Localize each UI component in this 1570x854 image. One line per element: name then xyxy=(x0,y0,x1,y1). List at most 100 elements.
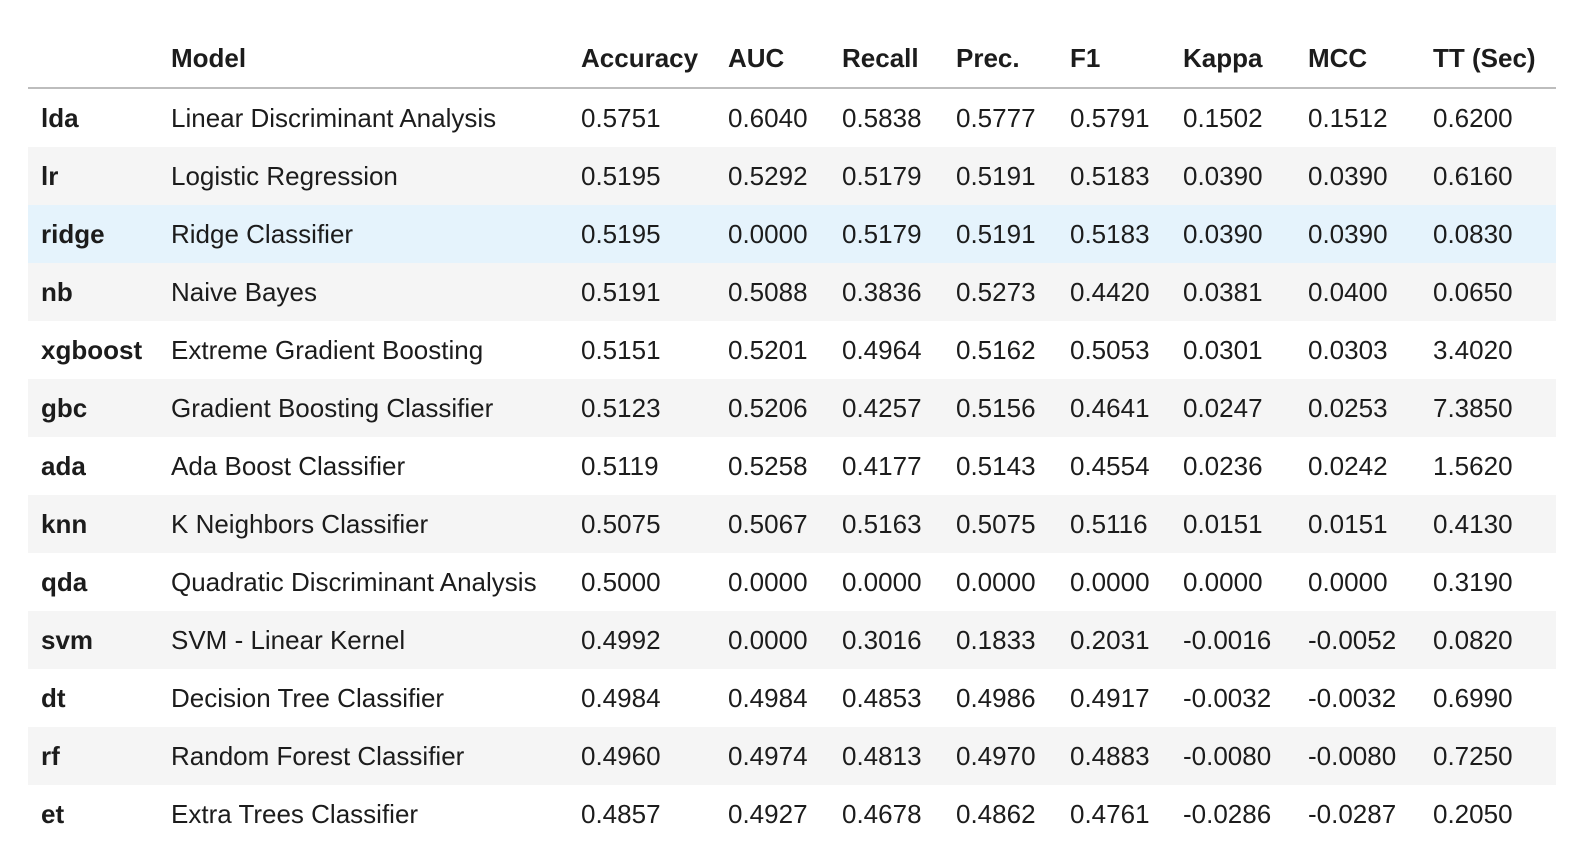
cell-training-time: 0.3190 xyxy=(1433,566,1513,597)
model-comparison-table-container: Model Accuracy AUC Recall Prec. F1 Kappa… xyxy=(28,30,1556,843)
cell-f1: 0.5183 xyxy=(1070,218,1150,249)
cell-auc: 0.0000 xyxy=(728,566,808,597)
cell-mcc: 0.0253 xyxy=(1308,392,1388,423)
table-row: ridge Ridge Classifier 0.5195 0.0000 0.5179 0… xyxy=(28,205,1556,263)
cell-f1: 0.5116 xyxy=(1070,508,1148,539)
cell-auc: 0.5088 xyxy=(728,276,808,307)
cell-model-name: Quadratic Discriminant Analysis xyxy=(171,566,537,597)
cell-model-name: Ada Boost Classifier xyxy=(171,450,406,481)
cell-f1: 0.4761 xyxy=(1070,798,1150,829)
header-model: Model xyxy=(158,30,568,89)
header-mcc: MCC xyxy=(1295,30,1420,89)
cell-model-name: Naive Bayes xyxy=(171,276,317,307)
cell-training-time: 7.3850 xyxy=(1433,392,1513,423)
cell-model-name: Logistic Regression xyxy=(171,160,398,191)
cell-mcc: -0.0080 xyxy=(1308,740,1397,771)
cell-mcc: 0.0151 xyxy=(1308,508,1388,539)
cell-auc: 0.4974 xyxy=(728,740,808,771)
cell-auc: 0.6040 xyxy=(728,102,808,133)
table-row: lda Linear Discriminant Analysis 0.5751 0.6… xyxy=(28,88,1556,147)
header-f1: F1 xyxy=(1057,30,1170,89)
cell-accuracy: 0.4960 xyxy=(581,740,661,771)
cell-precision: 0.5273 xyxy=(956,276,1036,307)
cell-model-id: ridge xyxy=(41,218,105,249)
cell-auc: 0.5201 xyxy=(728,334,808,365)
table-row: rf Random Forest Classifier 0.4960 0.4974 0.… xyxy=(28,727,1556,785)
model-comparison-table: Model Accuracy AUC Recall Prec. F1 Kappa… xyxy=(28,30,1556,843)
cell-training-time: 0.4130 xyxy=(1433,508,1513,539)
cell-f1: 0.4917 xyxy=(1070,682,1150,713)
cell-mcc: 0.0242 xyxy=(1308,450,1388,481)
cell-precision: 0.5191 xyxy=(956,218,1036,249)
cell-kappa: -0.0016 xyxy=(1183,624,1272,655)
table-row: ada Ada Boost Classifier 0.5119 0.5258 0.417… xyxy=(28,437,1556,495)
cell-training-time: 0.6990 xyxy=(1433,682,1513,713)
cell-auc: 0.5292 xyxy=(728,160,808,191)
cell-mcc: 0.1512 xyxy=(1308,102,1388,133)
cell-mcc: 0.0390 xyxy=(1308,218,1388,249)
cell-model-id: knn xyxy=(41,508,88,539)
table-row: nb Naive Bayes 0.5191 0.5088 0.3836 0.5273 0.4… xyxy=(28,263,1556,321)
cell-auc: 0.4927 xyxy=(728,798,808,829)
cell-mcc: -0.0287 xyxy=(1308,798,1397,829)
cell-accuracy: 0.5123 xyxy=(581,392,661,423)
cell-recall: 0.3016 xyxy=(842,624,922,655)
table-body: lda Linear Discriminant Analysis 0.5751 0.6… xyxy=(28,88,1556,843)
cell-model-name: Ridge Classifier xyxy=(171,218,354,249)
cell-accuracy: 0.5151 xyxy=(581,334,661,365)
cell-mcc: -0.0032 xyxy=(1308,682,1397,713)
cell-kappa: -0.0080 xyxy=(1183,740,1272,771)
cell-kappa: 0.0236 xyxy=(1183,450,1263,481)
cell-accuracy: 0.5195 xyxy=(581,218,661,249)
cell-model-id: xgboost xyxy=(41,334,143,365)
cell-training-time: 0.0830 xyxy=(1433,218,1513,249)
cell-recall: 0.3836 xyxy=(842,276,922,307)
cell-kappa: 0.0151 xyxy=(1183,508,1263,539)
header-kappa: Kappa xyxy=(1170,30,1295,89)
header-recall: Recall xyxy=(829,30,943,89)
table-row: dt Decision Tree Classifier 0.4984 0.4984 0.… xyxy=(28,669,1556,727)
cell-f1: 0.5791 xyxy=(1070,102,1150,133)
cell-precision: 0.5777 xyxy=(956,102,1036,133)
cell-f1: 0.5183 xyxy=(1070,160,1150,191)
cell-training-time: 0.2050 xyxy=(1433,798,1513,829)
cell-model-id: lda xyxy=(41,102,79,133)
cell-model-id: nb xyxy=(41,276,73,307)
header-row: Model Accuracy AUC Recall Prec. F1 Kappa… xyxy=(28,30,1556,89)
cell-kappa: 0.0301 xyxy=(1183,334,1263,365)
cell-recall: 0.4813 xyxy=(842,740,922,771)
cell-precision: 0.4862 xyxy=(956,798,1036,829)
cell-precision: 0.4986 xyxy=(956,682,1036,713)
cell-model-id: dt xyxy=(41,682,66,713)
cell-accuracy: 0.4857 xyxy=(581,798,661,829)
cell-precision: 0.4970 xyxy=(956,740,1036,771)
cell-f1: 0.0000 xyxy=(1070,566,1150,597)
cell-precision: 0.5143 xyxy=(956,450,1036,481)
cell-model-name: Extreme Gradient Boosting xyxy=(171,334,484,365)
cell-mcc: -0.0052 xyxy=(1308,624,1397,655)
cell-kappa: 0.0000 xyxy=(1183,566,1263,597)
cell-mcc: 0.0000 xyxy=(1308,566,1388,597)
cell-training-time: 0.0650 xyxy=(1433,276,1513,307)
cell-recall: 0.4177 xyxy=(842,450,922,481)
cell-accuracy: 0.4984 xyxy=(581,682,661,713)
cell-precision: 0.5162 xyxy=(956,334,1036,365)
cell-f1: 0.4883 xyxy=(1070,740,1150,771)
cell-accuracy: 0.5075 xyxy=(581,508,661,539)
cell-precision: 0.1833 xyxy=(956,624,1036,655)
cell-accuracy: 0.4992 xyxy=(581,624,661,655)
cell-model-id: svm xyxy=(41,624,94,655)
cell-model-id: rf xyxy=(41,740,60,771)
cell-kappa: 0.0390 xyxy=(1183,218,1263,249)
cell-f1: 0.2031 xyxy=(1070,624,1150,655)
table-row: lr Logistic Regression 0.5195 0.5292 0.5179 0… xyxy=(28,147,1556,205)
cell-auc: 0.4984 xyxy=(728,682,808,713)
header-index xyxy=(28,30,158,89)
cell-recall: 0.4257 xyxy=(842,392,922,423)
cell-f1: 0.4554 xyxy=(1070,450,1150,481)
cell-training-time: 1.5620 xyxy=(1433,450,1513,481)
cell-kappa: 0.0390 xyxy=(1183,160,1263,191)
cell-kappa: -0.0032 xyxy=(1183,682,1272,713)
cell-f1: 0.4420 xyxy=(1070,276,1150,307)
cell-auc: 0.5258 xyxy=(728,450,808,481)
